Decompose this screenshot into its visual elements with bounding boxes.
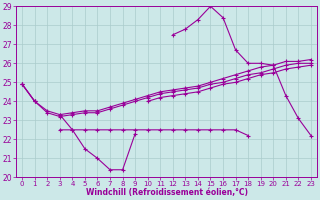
X-axis label: Windchill (Refroidissement éolien,°C): Windchill (Refroidissement éolien,°C) — [85, 188, 248, 197]
